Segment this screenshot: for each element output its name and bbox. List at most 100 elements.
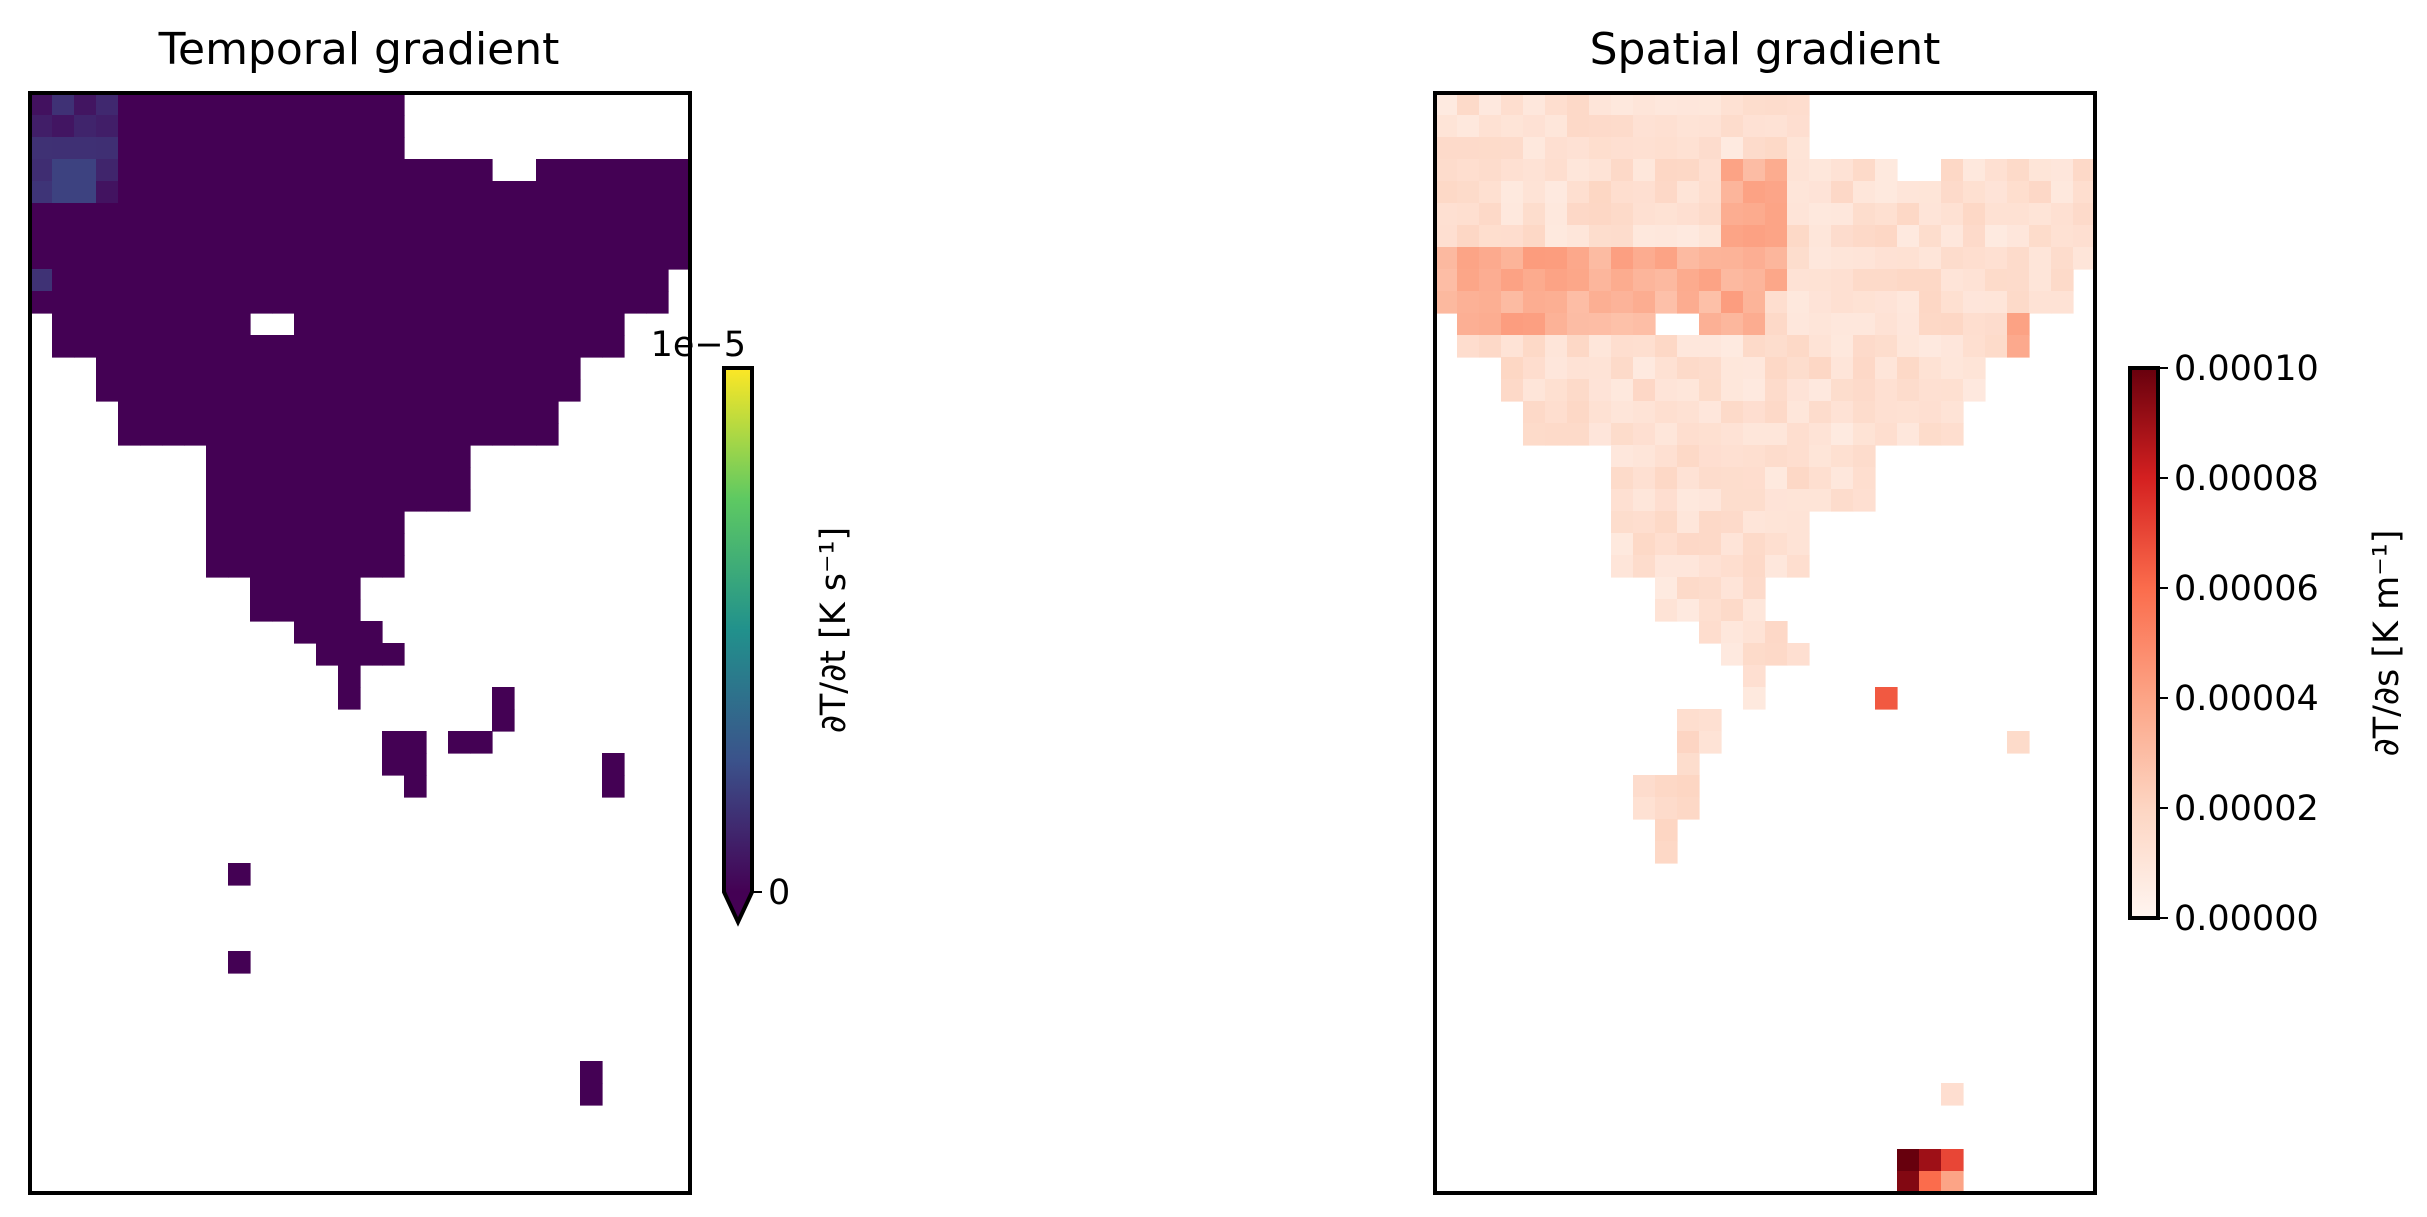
temporal-cell bbox=[536, 181, 559, 204]
spatial-cell bbox=[1787, 423, 1810, 446]
temporal-cell bbox=[602, 775, 625, 798]
spatial-cell bbox=[1655, 401, 1678, 424]
temporal-cell bbox=[536, 159, 559, 182]
spatial-cell bbox=[1589, 181, 1612, 204]
temporal-cell bbox=[316, 181, 339, 204]
temporal-cell bbox=[52, 115, 75, 138]
spatial-cell bbox=[2073, 159, 2096, 182]
spatial-cell bbox=[1567, 137, 1590, 160]
spatial-cell bbox=[2007, 269, 2030, 292]
spatial-cell bbox=[1435, 115, 1458, 138]
spatial-cell bbox=[1523, 225, 1546, 248]
spatial-cell bbox=[1545, 269, 1568, 292]
spatial-cell bbox=[1875, 159, 1898, 182]
spatial-cell bbox=[1765, 269, 1788, 292]
temporal-cell bbox=[470, 379, 493, 402]
spatial-cell bbox=[1655, 291, 1678, 314]
temporal-cell bbox=[316, 159, 339, 182]
temporal-cell bbox=[492, 313, 515, 336]
temporal-cell bbox=[558, 159, 581, 182]
temporal-cell bbox=[470, 423, 493, 446]
temporal-cell bbox=[184, 181, 207, 204]
spatial-cell bbox=[1853, 357, 1876, 380]
temporal-cell bbox=[250, 203, 273, 226]
spatial-cell bbox=[1501, 357, 1524, 380]
temporal-cell bbox=[470, 181, 493, 204]
temporal-cell bbox=[30, 137, 53, 160]
temporal-cell bbox=[118, 115, 141, 138]
spatial-cell bbox=[1655, 775, 1678, 798]
temporal-cell bbox=[514, 401, 537, 424]
spatial-cell bbox=[1523, 401, 1546, 424]
spatial-cell bbox=[2029, 159, 2052, 182]
temporal-cell bbox=[140, 93, 163, 116]
temporal-cell bbox=[382, 753, 405, 776]
temporal-axes-frame bbox=[28, 91, 692, 1195]
temporal-cell bbox=[316, 313, 339, 336]
spatial-cell bbox=[1655, 335, 1678, 358]
temporal-cell bbox=[492, 357, 515, 380]
spatial-cell bbox=[1809, 181, 1832, 204]
temporal-cell bbox=[228, 423, 251, 446]
temporal-cell bbox=[360, 137, 383, 160]
temporal-cell bbox=[338, 621, 361, 644]
spatial-cell bbox=[1545, 423, 1568, 446]
spatial-cell bbox=[1655, 599, 1678, 622]
temporal-cell bbox=[448, 731, 471, 754]
spatial-colorbar-tick-label: 0.00004 bbox=[2174, 679, 2319, 719]
temporal-cell bbox=[250, 159, 273, 182]
temporal-cell bbox=[558, 291, 581, 314]
temporal-cell bbox=[624, 225, 647, 248]
temporal-cell bbox=[30, 225, 53, 248]
spatial-cell bbox=[1787, 291, 1810, 314]
temporal-cell bbox=[602, 159, 625, 182]
temporal-cell bbox=[250, 115, 273, 138]
temporal-cell bbox=[228, 357, 251, 380]
spatial-cell bbox=[1897, 357, 1920, 380]
spatial-cell bbox=[1589, 247, 1612, 270]
temporal-cell bbox=[74, 247, 97, 270]
temporal-cell bbox=[316, 555, 339, 578]
spatial-cell bbox=[1699, 467, 1722, 490]
temporal-cell bbox=[228, 313, 251, 336]
temporal-cell bbox=[316, 379, 339, 402]
temporal-cell bbox=[382, 335, 405, 358]
temporal-cell bbox=[602, 335, 625, 358]
spatial-cell bbox=[1897, 379, 1920, 402]
spatial-cell bbox=[1479, 93, 1502, 116]
temporal-cell bbox=[294, 181, 317, 204]
spatial-cell bbox=[1523, 291, 1546, 314]
spatial-cell bbox=[1919, 1171, 1942, 1194]
spatial-cell bbox=[1523, 203, 1546, 226]
spatial-cell bbox=[1567, 159, 1590, 182]
spatial-cell bbox=[1589, 423, 1612, 446]
temporal-cell bbox=[338, 357, 361, 380]
spatial-cell bbox=[1787, 489, 1810, 512]
spatial-cell bbox=[1677, 709, 1700, 732]
spatial-cell bbox=[1897, 181, 1920, 204]
temporal-cell bbox=[96, 247, 119, 270]
spatial-cell bbox=[1809, 445, 1832, 468]
spatial-cell bbox=[1809, 423, 1832, 446]
temporal-cell bbox=[404, 401, 427, 424]
spatial-cell bbox=[1567, 357, 1590, 380]
temporal-cell bbox=[272, 225, 295, 248]
temporal-cell bbox=[404, 225, 427, 248]
spatial-cell bbox=[2007, 313, 2030, 336]
spatial-cell bbox=[1941, 401, 1964, 424]
temporal-cell bbox=[140, 291, 163, 314]
temporal-cell bbox=[162, 335, 185, 358]
temporal-cell bbox=[294, 247, 317, 270]
spatial-cell bbox=[1589, 137, 1612, 160]
temporal-cell bbox=[668, 203, 691, 226]
spatial-cell bbox=[1523, 313, 1546, 336]
spatial-cell bbox=[1677, 445, 1700, 468]
spatial-cell bbox=[1699, 247, 1722, 270]
spatial-cell bbox=[1743, 203, 1766, 226]
temporal-heatmap bbox=[30, 93, 691, 1106]
spatial-cell bbox=[1743, 93, 1766, 116]
spatial-cell bbox=[1523, 93, 1546, 116]
temporal-colorbar-extend-arrow bbox=[724, 892, 752, 922]
temporal-cell bbox=[184, 379, 207, 402]
temporal-cell bbox=[602, 225, 625, 248]
